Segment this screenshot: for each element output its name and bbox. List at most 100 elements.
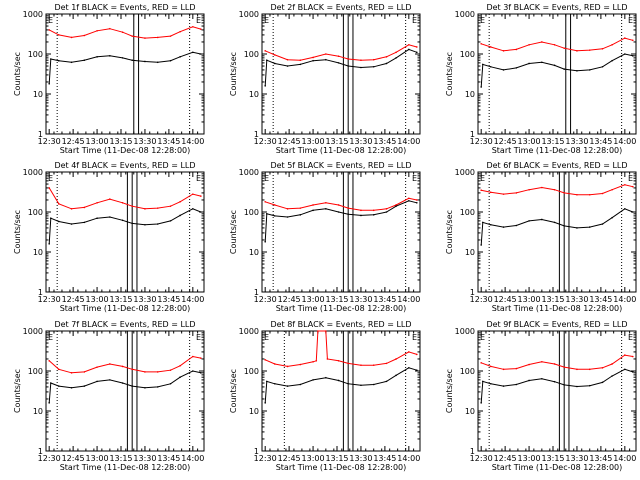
e-marker: E — [628, 333, 633, 342]
events-data-point — [385, 211, 388, 213]
lld-data-point — [200, 357, 202, 359]
events-data-point — [169, 382, 172, 385]
plot-frame — [477, 330, 637, 452]
y-tick-label: 10 — [33, 90, 43, 99]
chart-panel: Det 8f BLACK = Events, RED = LLD 1 10 100 10… — [229, 320, 421, 472]
chart-title: Det 4f BLACK = Events, RED = LLD — [54, 161, 195, 170]
lld-data-point — [528, 43, 530, 46]
x-tick-label: 13:45 — [589, 454, 612, 463]
events-data-point — [200, 53, 202, 55]
x-tick-label: 12:30 — [38, 454, 61, 463]
y-axis-label: Counts/sec — [445, 52, 454, 96]
x-tick-label: 13:30 — [565, 454, 588, 463]
lld-data-point — [416, 353, 418, 356]
events-data-point — [408, 367, 410, 369]
events-data-point — [144, 387, 146, 389]
lld-data-point — [360, 59, 362, 61]
lld-data-point — [480, 362, 482, 364]
events-data-point — [372, 214, 375, 216]
lld-data-point — [57, 368, 60, 371]
y-tick-label: 100 — [28, 208, 43, 217]
y-tick-label: 10 — [33, 248, 43, 257]
lld-data-point — [408, 197, 410, 200]
e-marker: E — [48, 333, 53, 342]
events-data-point — [299, 63, 302, 66]
lld-data-point — [489, 46, 492, 48]
events-series-line — [264, 367, 417, 403]
lld-data-point — [325, 201, 327, 204]
lld-data-point — [48, 187, 50, 189]
lld-data-point — [131, 368, 133, 371]
x-tick-label: 13:00 — [302, 295, 325, 304]
lld-series-line — [481, 184, 633, 196]
y-tick-label: 100 — [28, 367, 43, 376]
x-tick-label: 13:30 — [349, 295, 372, 304]
lld-data-point — [131, 205, 133, 207]
events-data-point — [273, 382, 276, 385]
lld-series-line — [481, 37, 633, 52]
lld-data-point — [299, 363, 302, 366]
lld-data-point — [624, 183, 626, 186]
y-tick-label: 10 — [249, 248, 259, 257]
y-tick-label: 10 — [249, 407, 259, 416]
y-tick-label: 100 — [460, 208, 475, 217]
e-marker: E — [628, 16, 633, 25]
lld-data-point — [264, 200, 266, 203]
lld-data-point — [144, 208, 146, 210]
events-data-point — [528, 379, 530, 382]
lld-data-point — [395, 51, 397, 54]
plot-frame — [477, 171, 637, 293]
lld-data-point — [273, 54, 276, 56]
lld-data-point — [553, 363, 556, 365]
events-data-point — [416, 369, 418, 371]
events-data-point — [632, 55, 634, 57]
chart-panel: Det 6f BLACK = Events, RED = LLD 1 10 100 10… — [445, 161, 637, 313]
lld-data-point — [576, 368, 578, 371]
lld-data-point — [541, 360, 543, 363]
lld-data-point — [312, 56, 314, 59]
events-data-point — [588, 384, 591, 387]
y-tick-label: 1000 — [23, 10, 43, 19]
lld-data-point — [553, 188, 556, 191]
x-tick-label: 13:15 — [325, 454, 348, 463]
lld-series-line — [481, 354, 633, 370]
x-tick-label: 13:45 — [589, 137, 612, 146]
lld-data-point — [264, 50, 266, 52]
x-tick-label: 12:30 — [470, 454, 493, 463]
y-tick-label: 1000 — [23, 327, 43, 336]
events-data-point — [601, 65, 604, 68]
x-tick-label: 14:00 — [397, 295, 420, 304]
lld-series-line — [48, 355, 201, 374]
lld-data-point — [632, 39, 634, 42]
events-data-point — [70, 387, 73, 389]
events-data-point — [489, 65, 492, 68]
events-data-point — [57, 220, 60, 223]
lld-data-point — [489, 365, 492, 368]
events-data-point — [632, 211, 634, 213]
lld-data-point — [385, 56, 388, 58]
events-data-point — [515, 67, 518, 69]
events-data-point — [96, 380, 98, 383]
lld-data-point — [372, 58, 375, 61]
x-axis-label: Start Time (11-Dec-08 12:28:00) — [60, 304, 191, 313]
lld-data-point — [192, 193, 194, 195]
lld-data-point — [588, 193, 591, 196]
lld-data-point — [57, 203, 60, 205]
chart-title: Det 9f BLACK = Events, RED = LLD — [486, 320, 627, 329]
lld-data-point — [312, 204, 314, 206]
x-tick-label: 12:30 — [254, 295, 277, 304]
lld-data-point — [408, 351, 410, 353]
lld-data-point — [385, 208, 388, 210]
x-axis-label: Start Time (11-Dec-08 12:28:00) — [60, 146, 191, 155]
x-tick-label: 13:45 — [589, 295, 612, 304]
events-data-point — [49, 58, 52, 60]
events-data-point — [325, 58, 327, 61]
y-axis-label: Counts/sec — [13, 52, 22, 96]
x-tick-label: 12:45 — [62, 454, 85, 463]
events-data-point — [337, 379, 340, 382]
x-axis-label: Start Time (11-Dec-08 12:28:00) — [492, 304, 623, 313]
y-tick-label: 1 — [470, 447, 475, 456]
lld-data-point — [611, 43, 613, 46]
events-data-point — [192, 51, 194, 54]
events-data-point — [131, 222, 133, 225]
